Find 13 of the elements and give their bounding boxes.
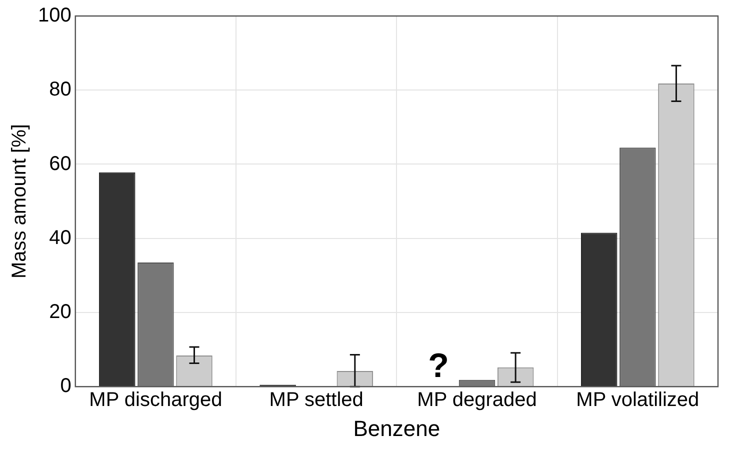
- y-tick-label: 0: [60, 375, 72, 398]
- y-tick-label: 20: [49, 300, 72, 323]
- x-tick-label: MP settled: [269, 389, 364, 412]
- annotation: ?: [428, 346, 449, 385]
- y-tick-label: 60: [49, 152, 72, 175]
- y-axis-title: Mass amount [%]: [8, 124, 31, 279]
- y-tick-label: 100: [38, 4, 72, 27]
- y-tick-label: 40: [49, 226, 72, 249]
- y-tick-label: 80: [49, 78, 72, 101]
- x-tick-label: MP discharged: [89, 389, 222, 412]
- x-axis-title: Benzene: [353, 416, 440, 441]
- x-tick-label: MP volatilized: [576, 389, 700, 412]
- x-tick-label: MP degraded: [417, 389, 537, 412]
